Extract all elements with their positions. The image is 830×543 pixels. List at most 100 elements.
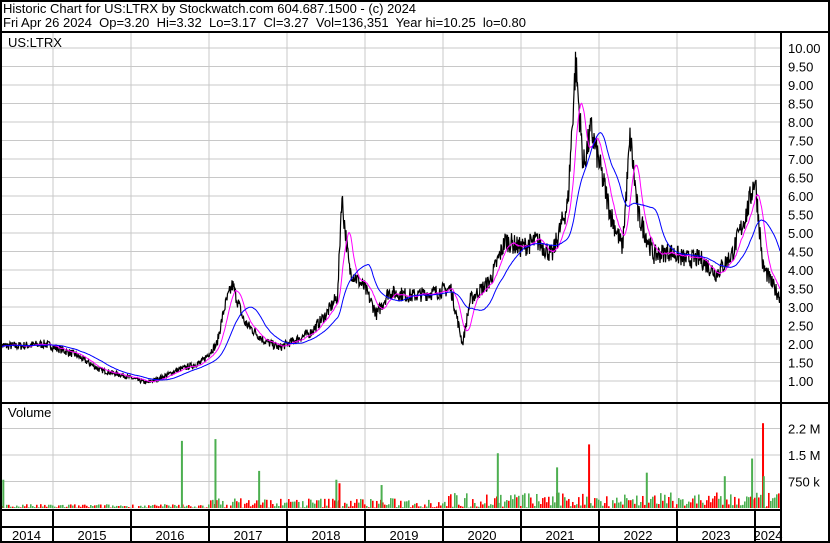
volume-bar bbox=[410, 507, 412, 508]
volume-bar bbox=[478, 506, 480, 508]
volume-bar bbox=[30, 504, 32, 508]
volume-bar bbox=[774, 497, 776, 508]
volume-bar bbox=[108, 504, 110, 508]
volume-bar bbox=[264, 499, 266, 508]
volume-bar bbox=[148, 505, 150, 508]
volume-bar bbox=[748, 497, 750, 508]
volume-bar bbox=[142, 507, 144, 508]
price-tick-label: 4.00 bbox=[788, 263, 813, 278]
volume-bar bbox=[630, 500, 632, 508]
volume-bar bbox=[168, 505, 170, 508]
volume-bar bbox=[546, 502, 548, 508]
volume-bar bbox=[400, 500, 402, 508]
volume-bar bbox=[644, 504, 646, 508]
volume-bar bbox=[226, 504, 228, 508]
volume-bar bbox=[100, 504, 102, 508]
volume-bar bbox=[68, 504, 70, 508]
volume-bar bbox=[460, 505, 462, 508]
price-tick-label: 5.00 bbox=[788, 226, 813, 241]
volume-bar bbox=[590, 503, 592, 508]
volume-bar bbox=[382, 502, 384, 508]
volume-tick-label: 1.5 M bbox=[788, 448, 821, 463]
volume-bar bbox=[190, 506, 192, 508]
volume-bar bbox=[334, 500, 336, 508]
volume-bar bbox=[458, 504, 460, 508]
year-tick-label: 2024 bbox=[754, 528, 783, 543]
volume-bar bbox=[50, 504, 52, 508]
volume-bar bbox=[692, 498, 694, 508]
volume-bar bbox=[510, 495, 512, 508]
volume-bar bbox=[114, 506, 116, 508]
volume-bar bbox=[314, 503, 316, 508]
volume-bar bbox=[276, 503, 278, 508]
volume-bar bbox=[366, 505, 368, 508]
volume-bar bbox=[256, 500, 258, 508]
volume-bar bbox=[272, 504, 274, 508]
volume-bar bbox=[60, 505, 62, 508]
volume-bar bbox=[742, 504, 744, 508]
volume-bar bbox=[428, 499, 430, 508]
volume-bar bbox=[178, 504, 180, 508]
volume-bar bbox=[106, 504, 108, 508]
volume-bar bbox=[252, 504, 254, 508]
volume-bar bbox=[236, 501, 238, 508]
year-tick-label: 2019 bbox=[390, 528, 419, 543]
volume-bar bbox=[560, 505, 562, 508]
volume-bar bbox=[722, 504, 724, 508]
volume-bar bbox=[418, 506, 420, 508]
volume-bar bbox=[524, 493, 526, 508]
volume-bar bbox=[652, 496, 654, 508]
price-tick-label: 6.50 bbox=[788, 171, 813, 186]
volume-bar bbox=[384, 504, 386, 508]
volume-bar bbox=[516, 497, 518, 508]
volume-bar bbox=[280, 498, 282, 508]
volume-bar bbox=[480, 501, 482, 508]
volume-bar bbox=[304, 507, 306, 508]
volume-bar bbox=[746, 496, 748, 508]
volume-bar bbox=[306, 505, 308, 508]
volume-bar bbox=[702, 502, 704, 508]
volume-bar bbox=[576, 504, 578, 508]
volume-bar bbox=[612, 500, 614, 508]
volume-bar bbox=[762, 423, 765, 508]
volume-bar bbox=[258, 470, 261, 508]
volume-bar bbox=[372, 500, 374, 508]
volume-bar bbox=[618, 502, 620, 508]
volume-bar bbox=[684, 505, 686, 508]
volume-bar bbox=[335, 479, 338, 508]
volume-bar bbox=[144, 505, 146, 508]
volume-bar bbox=[192, 507, 194, 508]
price-tick-label: 8.50 bbox=[788, 97, 813, 112]
price-tick-label: 4.50 bbox=[788, 245, 813, 260]
volume-bar bbox=[288, 499, 290, 508]
year-tick-label: 2020 bbox=[468, 528, 497, 543]
volume-bar bbox=[118, 506, 120, 508]
volume-bar bbox=[74, 504, 76, 508]
volume-bar bbox=[492, 504, 494, 508]
volume-bar bbox=[682, 499, 684, 508]
volume-bar bbox=[574, 505, 576, 508]
volume-bar bbox=[450, 494, 452, 508]
volume-bar bbox=[316, 500, 318, 508]
volume-bar bbox=[146, 507, 148, 508]
price-tick-label: 8.00 bbox=[788, 115, 813, 130]
volume-bar bbox=[390, 498, 392, 508]
volume-bar bbox=[380, 485, 383, 508]
volume-bar bbox=[394, 498, 396, 508]
volume-bar bbox=[588, 444, 591, 508]
price-tick-label: 10.00 bbox=[788, 41, 821, 56]
volume-bar bbox=[324, 498, 326, 508]
volume-bar bbox=[238, 502, 240, 508]
volume-bar bbox=[616, 497, 618, 508]
volume-bar bbox=[332, 498, 334, 508]
volume-bar bbox=[160, 504, 162, 508]
volume-bar bbox=[318, 500, 320, 508]
volume-bar bbox=[608, 506, 610, 508]
volume-bar bbox=[694, 495, 696, 508]
volume-bar bbox=[496, 453, 499, 508]
volume-bar bbox=[122, 506, 124, 508]
price-tick-label: 6.00 bbox=[788, 189, 813, 204]
volume-bar bbox=[414, 503, 416, 508]
volume-bar bbox=[312, 502, 314, 508]
volume-bar bbox=[648, 502, 650, 508]
